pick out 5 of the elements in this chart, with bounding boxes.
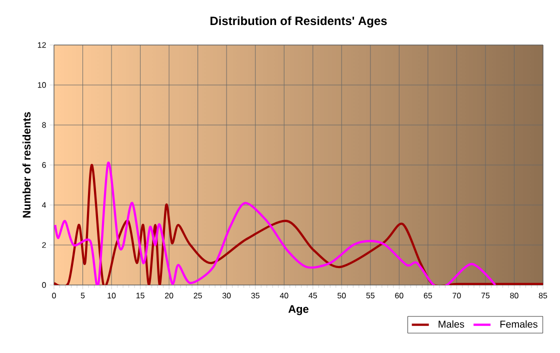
legend-label: Females [500, 320, 538, 328]
legend-label: Males [438, 320, 464, 328]
y-axis-title: Number of residents [22, 112, 31, 218]
chart-title: Distribution of Residents' Ages [210, 16, 387, 28]
x-axis-title: Age [288, 305, 308, 316]
